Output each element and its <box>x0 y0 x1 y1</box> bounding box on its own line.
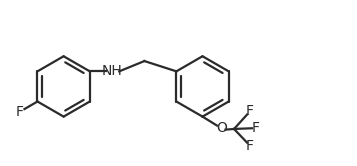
Text: O: O <box>216 121 227 135</box>
Text: F: F <box>16 105 24 120</box>
Text: F: F <box>246 104 253 118</box>
Text: NH: NH <box>102 64 122 78</box>
Text: F: F <box>252 121 260 135</box>
Text: F: F <box>246 139 253 153</box>
